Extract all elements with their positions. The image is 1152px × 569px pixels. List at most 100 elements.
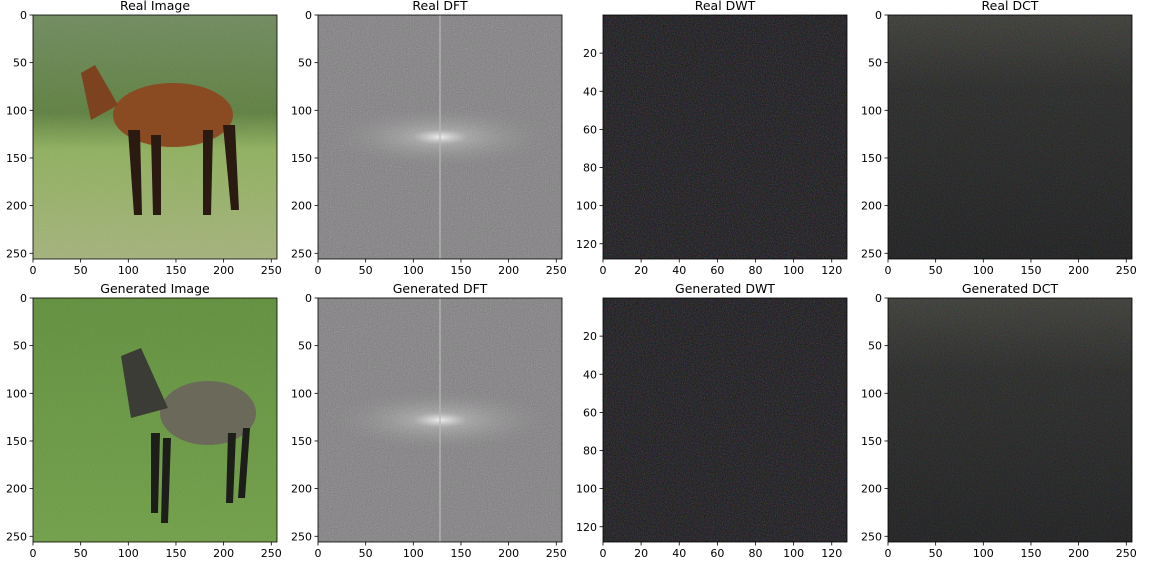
x-tick-label: 250 [546,547,567,560]
x-tick-label: 60 [710,547,724,560]
y-tick-label: 20 [583,47,597,60]
x-tick-label: 150 [1020,264,1041,277]
y-tick-label: 0 [305,9,312,22]
x-tick-label: 50 [929,547,943,560]
panel: Generated DCT050100150200250050100150200… [861,281,1137,560]
y-tick-label: 50 [13,57,27,70]
x-tick-label: 150 [1020,547,1041,560]
x-tick-label: 100 [118,547,139,560]
panel-title: Real DCT [982,0,1039,13]
x-tick-label: 100 [403,264,424,277]
x-tick-label: 100 [403,547,424,560]
x-tick-label: 250 [261,264,282,277]
y-tick-label: 100 [861,387,882,400]
x-tick-label: 100 [973,264,994,277]
y-tick-label: 50 [298,340,312,353]
panel-title: Real Image [120,0,190,13]
y-tick-label: 80 [583,162,597,175]
x-tick-label: 0 [315,547,322,560]
x-tick-label: 120 [821,264,842,277]
y-tick-label: 0 [875,292,882,305]
y-tick-label: 100 [291,387,312,400]
x-tick-label: 200 [213,264,234,277]
x-tick-label: 20 [634,264,648,277]
zebra-body [160,381,256,445]
x-tick-label: 0 [885,264,892,277]
x-tick-label: 80 [749,264,763,277]
x-tick-label: 40 [672,547,686,560]
y-tick-label: 200 [6,200,27,213]
x-tick-label: 0 [30,547,37,560]
x-tick-label: 200 [213,547,234,560]
y-tick-label: 100 [291,104,312,117]
y-tick-label: 80 [583,445,597,458]
y-tick-label: 50 [13,340,27,353]
x-tick-label: 100 [118,264,139,277]
y-tick-label: 250 [861,247,882,260]
x-tick-label: 200 [1068,547,1089,560]
y-tick-label: 100 [576,200,597,213]
y-tick-label: 250 [6,530,27,543]
x-tick-label: 0 [885,547,892,560]
figure: Real Image050100150200250050100150200250… [0,0,1152,569]
panel-title: Real DWT [695,0,756,13]
x-tick-label: 50 [929,264,943,277]
y-tick-label: 150 [861,435,882,448]
image-texture [603,15,847,259]
y-tick-label: 200 [861,483,882,496]
image-texture [603,298,847,542]
y-tick-label: 100 [6,104,27,117]
x-tick-label: 40 [672,264,686,277]
x-tick-label: 50 [359,547,373,560]
y-tick-label: 150 [6,152,27,165]
panel-title: Generated DCT [962,281,1059,296]
x-tick-label: 80 [749,547,763,560]
x-tick-label: 100 [783,264,804,277]
panel: Real DWT02040608010012020406080100120 [576,0,847,277]
y-tick-label: 60 [583,406,597,419]
x-tick-label: 60 [710,264,724,277]
y-tick-label: 120 [576,238,597,251]
y-tick-label: 200 [6,483,27,496]
y-tick-label: 150 [291,435,312,448]
panel-title: Generated DFT [393,281,488,296]
panel-title: Real DFT [412,0,468,13]
x-tick-label: 0 [600,264,607,277]
y-tick-label: 40 [583,368,597,381]
y-tick-label: 100 [861,104,882,117]
x-tick-label: 150 [450,547,471,560]
y-tick-label: 150 [861,152,882,165]
panel-title: Generated Image [100,281,210,296]
x-tick-label: 0 [30,264,37,277]
panel: Generated DWT020406080100120204060801001… [576,281,847,560]
y-tick-label: 0 [20,9,27,22]
x-tick-label: 250 [261,547,282,560]
y-tick-label: 100 [6,387,27,400]
x-tick-label: 100 [973,547,994,560]
x-tick-label: 0 [600,547,607,560]
y-tick-label: 250 [6,247,27,260]
y-tick-label: 0 [20,292,27,305]
x-tick-label: 250 [546,264,567,277]
x-tick-label: 250 [1116,264,1137,277]
y-tick-label: 150 [291,152,312,165]
y-tick-label: 100 [576,483,597,496]
x-tick-label: 50 [359,264,373,277]
x-tick-label: 200 [1068,264,1089,277]
x-tick-label: 250 [1116,547,1137,560]
x-tick-label: 150 [165,547,186,560]
y-tick-label: 0 [305,292,312,305]
panel-title: Generated DWT [675,281,775,296]
x-tick-label: 20 [634,547,648,560]
y-tick-label: 250 [861,530,882,543]
x-tick-label: 50 [74,264,88,277]
image-texture [888,15,1132,259]
y-tick-label: 60 [583,123,597,136]
image-texture [888,298,1132,542]
y-tick-label: 250 [291,530,312,543]
x-tick-label: 100 [783,547,804,560]
